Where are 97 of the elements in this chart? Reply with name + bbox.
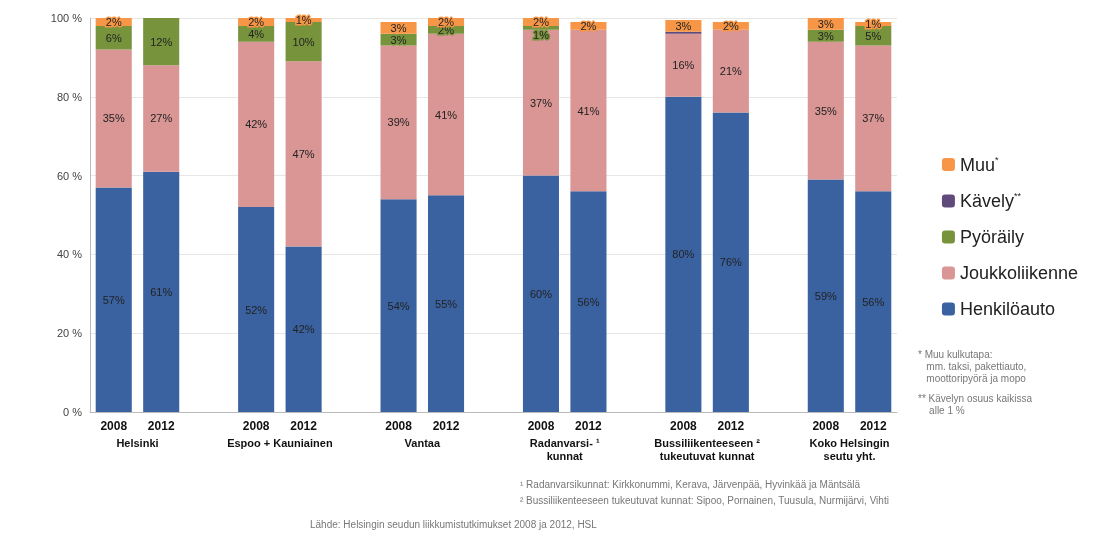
bar [285,61,322,247]
data-label: 59% [814,289,838,302]
y-tick-label: 40 % [56,248,83,261]
text: Bussiliikenteeseen ² tukeutuvat kunnat [654,436,761,462]
x-tick-label: 2012 [432,419,460,433]
bar [238,41,275,208]
data-label: 42% [292,323,315,336]
bar [143,65,180,172]
data-label: 42% [245,118,268,131]
data-label: 2% [533,15,550,28]
y-tick-label: 0 % [63,406,83,418]
text: ¹ Radanvarsikunnat: Kirkkonummi, Kerava, Järvenpää, Hyvinkää ja Mäntsälä [520,478,861,490]
data-label: 12% [150,35,173,48]
bar [855,45,892,192]
data-label: 2% [722,19,740,32]
y-tick-label: 80 % [56,90,83,103]
data-label: 80% [672,248,695,261]
data-label: 6% [105,31,122,44]
data-label: 57% [102,293,125,306]
x-tick-label: 2012 [147,419,175,433]
x-tick-label: 2008 [670,419,698,433]
bar [95,187,132,412]
data-label: 4% [248,27,265,40]
y-tick-label: 20 % [56,327,83,340]
data-label: 2% [248,15,265,28]
data-label: 39% [387,116,410,129]
x-tick-label: 2012 [290,419,318,433]
data-label: 35% [814,104,838,117]
data-label: 3% [390,21,407,34]
data-label: 37% [862,112,885,125]
text: Helsinki [116,436,159,449]
data-label: 47% [292,147,315,160]
bar [143,171,180,412]
bar [522,175,560,412]
data-label: 2% [105,15,122,28]
data-label: 1% [533,28,550,41]
text: Espoo + Kauniainen [227,436,333,449]
x-tick-label: 2008 [242,419,270,433]
x-tick-label: 2008 [527,419,555,433]
bar [238,207,275,412]
bar [522,29,560,176]
bar [570,29,607,192]
bar [380,45,417,200]
x-tick-label: 2012 [717,419,745,433]
x-tick-label: 2012 [575,419,603,433]
data-label: 37% [529,96,553,109]
text: Vantaa [404,436,441,449]
data-label: 3% [390,33,407,46]
data-label: 52% [245,303,268,316]
legend-label: Muu* [959,154,999,175]
data-label: 55% [435,297,458,310]
data-label: 60% [529,287,553,300]
text: Lähde: Helsingin seudun liikkumistutkimukset 2008 ja 2012, HSL [310,518,598,530]
data-label: 3% [675,19,692,32]
data-label: 5% [865,29,882,42]
data-label: 3% [817,17,834,30]
data-label: 35% [102,112,125,125]
data-label: 56% [862,295,885,308]
data-label: 61% [150,285,173,298]
text: Koko Helsingin seutu yht. [809,436,890,462]
bar [285,246,322,412]
text: ² Bussiliikenteeseen tukeutuvat kunnat: Sipoo, Pornainen, Tuusula, Nurmijärvi, Vihti [520,494,889,506]
bar [807,41,844,180]
data-label: 10% [292,35,315,48]
bar [380,199,417,412]
data-label: 76% [719,256,743,269]
bar [855,191,892,412]
legend-label: Pyöräily [959,227,1024,247]
text: ** Kävelyn osuus kaikissa alle 1 % [918,392,1033,416]
legend-label: Henkilöauto [959,299,1055,319]
x-tick-label: 2008 [812,419,840,433]
bar [427,195,465,412]
bar [665,96,702,412]
data-label: 27% [150,112,173,125]
data-label: 41% [435,108,458,121]
data-label: 16% [672,59,695,72]
x-tick-label: 2008 [100,419,128,433]
bar [712,112,749,412]
bar [570,191,607,412]
data-label: 3% [817,29,834,42]
legend-label: Joukkoliikenne [959,263,1079,283]
bar [807,179,844,412]
y-tick-label: 100 % [50,12,83,24]
bar [712,29,749,113]
data-label: 54% [387,299,410,312]
x-tick-label: 2012 [859,419,887,433]
y-tick-label: 60 % [56,169,83,182]
data-label: 2% [580,19,597,32]
text: Radanvarsi- ¹ kunnat [529,436,600,462]
legend-label: Kävely** [959,191,1022,211]
bar [95,49,132,188]
data-label: 21% [719,65,743,78]
data-label: 56% [577,295,600,308]
data-label: 41% [577,104,600,117]
text: * Muu kulkutapa: mm. taksi, pakettiauto, moottoripyörä ja mopo [918,348,1027,384]
bar [427,33,465,196]
x-tick-label: 2008 [385,419,413,433]
